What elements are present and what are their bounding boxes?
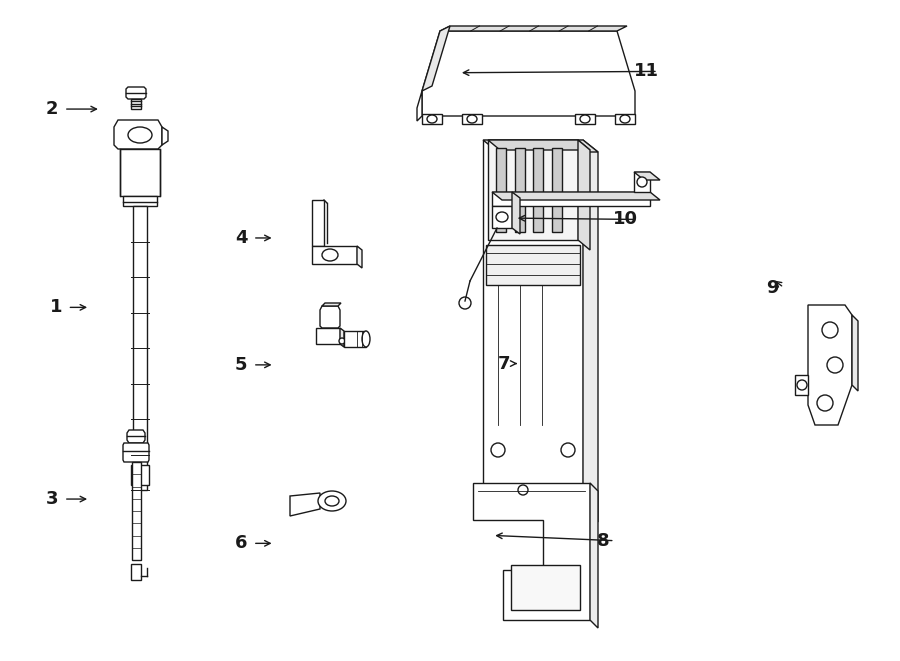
Ellipse shape [427, 115, 437, 123]
Text: 1: 1 [50, 298, 62, 317]
Polygon shape [114, 120, 162, 149]
Polygon shape [422, 31, 635, 116]
Ellipse shape [459, 297, 471, 309]
Text: 5: 5 [235, 356, 248, 374]
Polygon shape [852, 315, 858, 391]
Polygon shape [312, 246, 357, 264]
Bar [462, 114, 482, 124]
Bar [133, 206, 147, 490]
Ellipse shape [580, 115, 590, 123]
Bar [486, 245, 580, 285]
Polygon shape [511, 565, 580, 610]
Polygon shape [440, 26, 627, 31]
Ellipse shape [128, 127, 152, 143]
Polygon shape [590, 483, 598, 628]
Polygon shape [417, 91, 422, 121]
Text: 8: 8 [597, 531, 609, 550]
Bar [131, 462, 140, 560]
Ellipse shape [561, 443, 575, 457]
Ellipse shape [322, 249, 338, 261]
Bar [483, 140, 583, 510]
Ellipse shape [339, 338, 345, 344]
Polygon shape [131, 465, 149, 485]
Ellipse shape [822, 322, 838, 338]
Polygon shape [320, 306, 340, 328]
Polygon shape [127, 430, 145, 443]
Ellipse shape [325, 496, 339, 506]
Polygon shape [344, 331, 366, 347]
Ellipse shape [797, 380, 807, 390]
Polygon shape [126, 87, 146, 99]
Ellipse shape [467, 115, 477, 123]
Bar [615, 114, 635, 124]
Ellipse shape [362, 331, 370, 347]
Ellipse shape [817, 395, 833, 411]
Ellipse shape [620, 115, 630, 123]
Polygon shape [290, 493, 320, 516]
Text: 9: 9 [766, 278, 778, 297]
Bar [312, 200, 324, 246]
Polygon shape [162, 127, 168, 145]
Text: 11: 11 [634, 62, 659, 81]
Polygon shape [483, 140, 598, 152]
Ellipse shape [518, 485, 528, 495]
Polygon shape [795, 375, 808, 395]
Polygon shape [357, 246, 362, 268]
Ellipse shape [491, 443, 505, 457]
Ellipse shape [827, 357, 843, 373]
Bar [120, 149, 160, 196]
Ellipse shape [518, 593, 528, 603]
Polygon shape [583, 140, 598, 522]
Bar [496, 148, 506, 232]
Bar [422, 114, 442, 124]
Polygon shape [634, 172, 660, 180]
Polygon shape [473, 483, 590, 620]
Ellipse shape [637, 177, 647, 187]
Ellipse shape [496, 212, 508, 222]
Polygon shape [123, 443, 149, 462]
Polygon shape [488, 140, 590, 150]
Bar [123, 196, 157, 206]
Text: 2: 2 [46, 100, 58, 118]
Polygon shape [340, 328, 344, 347]
Ellipse shape [563, 485, 573, 495]
Polygon shape [578, 140, 590, 250]
Polygon shape [808, 305, 852, 425]
Bar [575, 114, 595, 124]
Text: 10: 10 [613, 210, 638, 229]
Text: 7: 7 [498, 354, 510, 373]
Polygon shape [512, 192, 520, 234]
Polygon shape [322, 303, 341, 306]
Bar [515, 148, 525, 232]
Text: 4: 4 [235, 229, 248, 247]
Bar [131, 564, 141, 580]
Text: 6: 6 [235, 534, 248, 553]
Polygon shape [316, 328, 340, 344]
Ellipse shape [318, 491, 346, 511]
Text: 3: 3 [46, 490, 58, 508]
Bar [492, 192, 650, 206]
Bar [492, 206, 512, 228]
Bar [488, 140, 578, 240]
Bar [552, 148, 562, 232]
Polygon shape [492, 192, 660, 200]
Ellipse shape [493, 485, 503, 495]
Bar [131, 99, 141, 109]
Bar [533, 148, 544, 232]
Polygon shape [422, 26, 450, 91]
Bar [634, 172, 650, 192]
